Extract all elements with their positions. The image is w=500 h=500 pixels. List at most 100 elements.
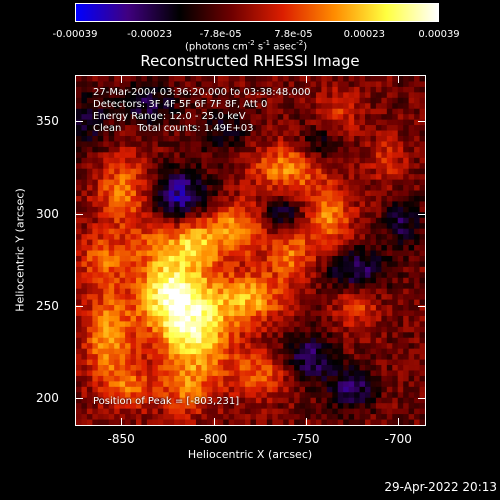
heatmap-cell — [272, 108, 279, 115]
heatmap-cell — [239, 261, 246, 268]
heatmap-cell — [299, 92, 306, 99]
heatmap-cell — [354, 310, 361, 317]
heatmap-cell — [261, 272, 268, 279]
heatmap-cell — [354, 337, 361, 344]
heatmap-cell — [157, 125, 164, 132]
heatmap-cell — [266, 217, 273, 224]
heatmap-cell — [359, 76, 366, 83]
heatmap-cell — [179, 310, 186, 317]
heatmap-cell — [408, 283, 415, 290]
heatmap-cell — [103, 288, 110, 295]
heatmap-cell — [179, 392, 186, 399]
heatmap-cell — [397, 103, 404, 110]
heatmap-cell — [125, 103, 132, 110]
heatmap-cell — [365, 217, 372, 224]
heatmap-cell — [179, 108, 186, 115]
heatmap-cell — [370, 348, 377, 355]
heatmap-cell — [261, 125, 268, 132]
heatmap-cell — [321, 414, 328, 421]
heatmap-cell — [332, 146, 339, 153]
heatmap-cell — [348, 397, 355, 404]
heatmap-cell — [403, 261, 410, 268]
heatmap-cell — [103, 174, 110, 181]
heatmap-cell — [370, 223, 377, 230]
heatmap-cell — [272, 255, 279, 262]
heatmap-cell — [152, 130, 159, 137]
heatmap-cell — [294, 299, 301, 306]
heatmap-cell — [419, 272, 425, 279]
heatmap-cell — [343, 125, 350, 132]
heatmap-cell — [365, 163, 372, 170]
heatmap-cell — [272, 245, 279, 252]
heatmap-cell — [310, 97, 317, 104]
heatmap-cell — [365, 283, 372, 290]
heatmap-cell — [381, 97, 388, 104]
heatmap-cell — [157, 168, 164, 175]
heatmap-cell — [359, 359, 366, 366]
heatmap-cell — [163, 185, 170, 192]
heatmap-cell — [201, 326, 208, 333]
heatmap-cell — [386, 157, 393, 164]
heatmap-cell — [114, 168, 121, 175]
heatmap-cell — [108, 348, 115, 355]
heatmap-cell — [239, 348, 246, 355]
heatmap-cell — [354, 152, 361, 159]
heatmap-cell — [114, 255, 121, 262]
heatmap-cell — [266, 114, 273, 121]
heatmap-cell — [119, 299, 126, 306]
heatmap-cell — [343, 185, 350, 192]
heatmap-cell — [255, 223, 262, 230]
heatmap-cell — [234, 348, 241, 355]
heatmap-cell — [332, 299, 339, 306]
heatmap-cell — [408, 228, 415, 235]
heatmap-cell — [266, 403, 273, 410]
heatmap-cell — [375, 190, 382, 197]
heatmap-cell — [332, 370, 339, 377]
heatmap-cell — [386, 103, 393, 110]
heatmap-cell — [321, 255, 328, 262]
heatmap-cell — [359, 119, 366, 126]
heatmap-cell — [108, 315, 115, 322]
heatmap-cell — [179, 135, 186, 143]
heatmap-cell — [419, 305, 425, 312]
heatmap-cell — [125, 163, 132, 170]
heatmap-cell — [305, 354, 312, 361]
heatmap-cell — [163, 141, 170, 148]
heatmap-cell — [97, 141, 104, 148]
heatmap-cell — [103, 135, 110, 143]
heatmap-cell — [370, 190, 377, 197]
heatmap-cell — [239, 86, 246, 93]
heatmap-cell — [217, 130, 224, 137]
heatmap-cell — [76, 348, 83, 355]
heatmap-cell — [403, 272, 410, 279]
heatmap-cell — [255, 114, 262, 121]
heatmap-cell — [114, 332, 121, 339]
heatmap-cell — [359, 277, 366, 284]
heatmap-cell — [130, 212, 137, 219]
heatmap-cell — [223, 76, 230, 83]
heatmap-cell — [195, 277, 203, 284]
heatmap-cell — [174, 76, 181, 83]
heatmap-cell — [310, 255, 317, 262]
heatmap-cell — [245, 392, 252, 399]
heatmap-cell — [250, 195, 257, 203]
heatmap-cell — [81, 348, 88, 355]
heatmap-cell — [108, 86, 115, 93]
heatmap-cell — [141, 195, 148, 203]
heatmap-cell — [163, 190, 170, 197]
heatmap-cell — [414, 141, 421, 148]
heatmap-cell — [195, 305, 203, 312]
heatmap-cell — [288, 370, 295, 377]
heatmap-cell — [76, 86, 83, 93]
heatmap-cell — [250, 86, 257, 93]
heatmap-cell — [239, 152, 246, 159]
heatmap-cell — [234, 119, 241, 126]
heatmap-cell — [255, 332, 262, 339]
heatmap-cell — [343, 294, 350, 301]
heatmap-cell — [195, 179, 203, 186]
heatmap-cell — [217, 212, 224, 219]
heatmap-cell — [326, 255, 333, 262]
heatmap-cell — [125, 408, 132, 415]
heatmap-cell — [76, 408, 83, 415]
heatmap-cell — [255, 392, 262, 399]
